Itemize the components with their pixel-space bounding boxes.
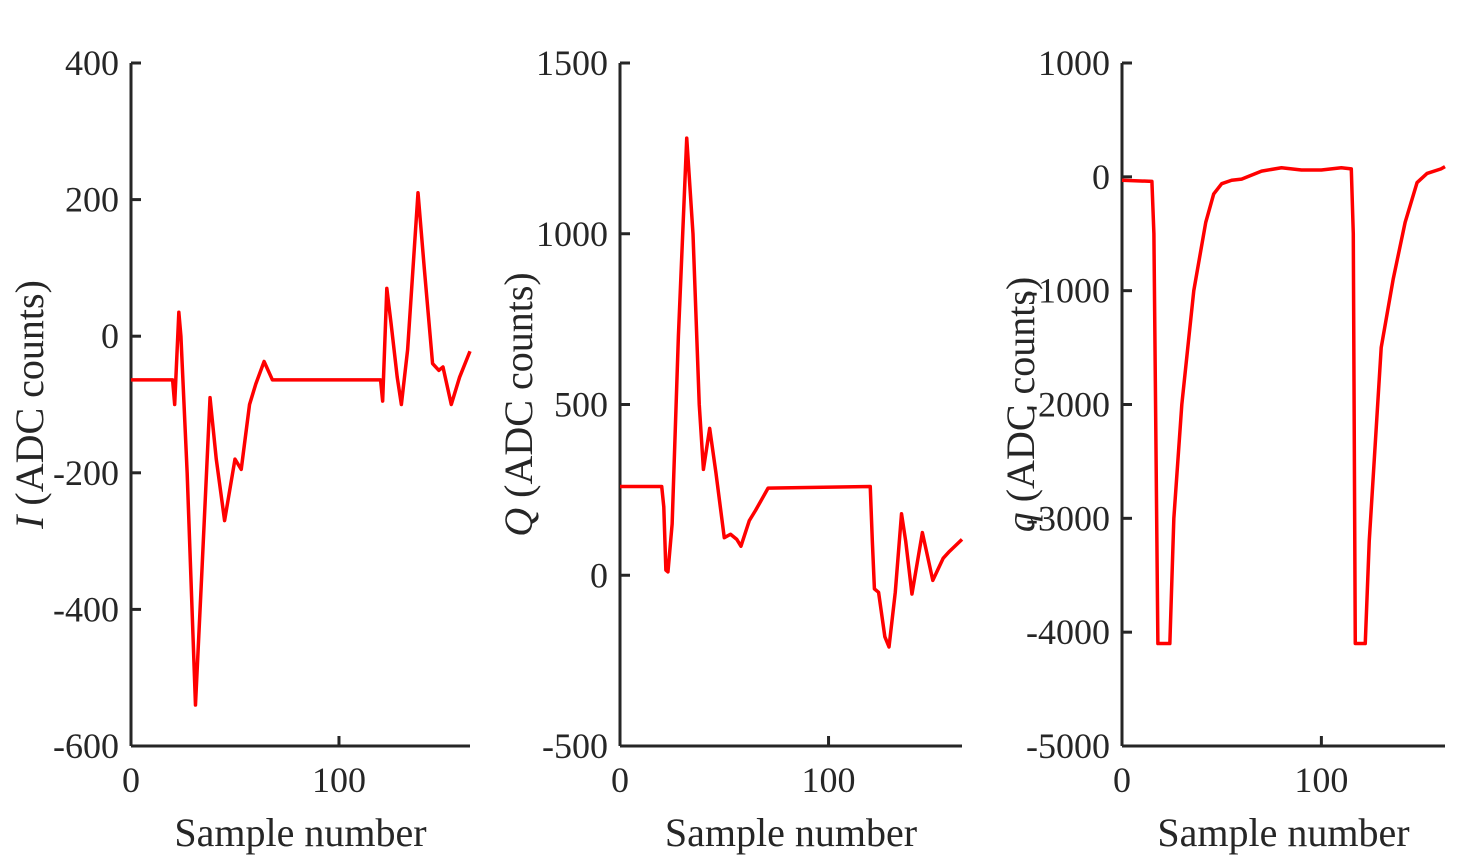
y-tick-label: 0 bbox=[101, 316, 119, 356]
y-axis-symbol: q bbox=[998, 512, 1043, 532]
y-axis-symbol: I bbox=[7, 514, 52, 530]
x-tick-label: 100 bbox=[1294, 760, 1348, 800]
x-axis-label: Sample number bbox=[665, 810, 917, 855]
y-tick-label: 400 bbox=[65, 43, 119, 83]
y-tick-label: -2000 bbox=[1026, 385, 1110, 425]
x-tick-label: 100 bbox=[312, 760, 366, 800]
y-tick-label: 500 bbox=[554, 385, 608, 425]
y-tick-label: 200 bbox=[65, 180, 119, 220]
y-tick-label: -200 bbox=[53, 453, 119, 493]
y-tick-label: -600 bbox=[53, 726, 119, 766]
subplot: -5000 -4000 -3000 -2000 -1000 0 1000 0 100 Sample… bbox=[998, 43, 1446, 855]
x-tick-label: 0 bbox=[611, 760, 629, 800]
y-axis-label: I (ADC counts) bbox=[7, 280, 52, 530]
x-axis-label: Sample number bbox=[174, 810, 426, 855]
y-axis-symbol: Q bbox=[496, 508, 541, 537]
y-tick-label: -4000 bbox=[1026, 612, 1110, 652]
y-axis-unit: (ADC counts) bbox=[496, 272, 541, 498]
y-tick-label: -400 bbox=[53, 589, 119, 629]
y-tick-label: -3000 bbox=[1026, 498, 1110, 538]
y-axis-label: q (ADC counts) bbox=[998, 277, 1043, 533]
y-tick-label: -1000 bbox=[1026, 271, 1110, 311]
data-line bbox=[1121, 165, 1446, 646]
y-tick-label: 1500 bbox=[536, 43, 608, 83]
y-tick-label: -500 bbox=[542, 726, 608, 766]
y-axis-label: Q (ADC counts) bbox=[496, 272, 541, 536]
y-tick-label: 1000 bbox=[536, 214, 608, 254]
y-axis-unit: (ADC counts) bbox=[998, 277, 1043, 503]
y-tick-label: 0 bbox=[590, 555, 608, 595]
y-tick-label: 0 bbox=[1092, 157, 1110, 197]
data-line bbox=[131, 191, 472, 707]
x-tick-label: 0 bbox=[122, 760, 140, 800]
y-tick-label: -5000 bbox=[1026, 726, 1110, 766]
subplot: -600 -400 -200 0 200 400 0 100 Sample number I (A… bbox=[7, 43, 472, 855]
x-tick-label: 0 bbox=[1113, 760, 1131, 800]
y-tick-label: 1000 bbox=[1038, 43, 1110, 83]
x-tick-label: 100 bbox=[802, 760, 856, 800]
data-line bbox=[620, 136, 964, 649]
y-axis-unit: (ADC counts) bbox=[7, 280, 52, 506]
x-axis-label: Sample number bbox=[1157, 810, 1409, 855]
